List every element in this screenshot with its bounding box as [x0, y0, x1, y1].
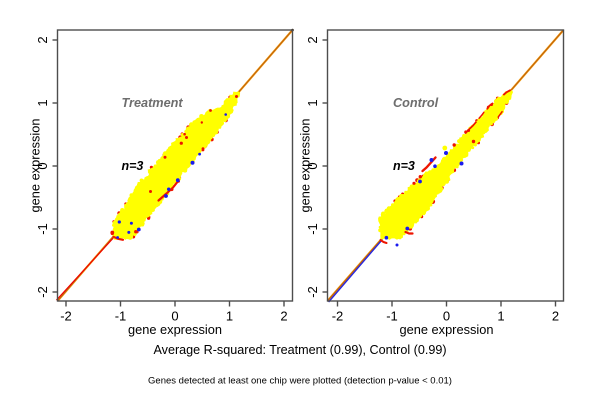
- svg-text:gene expression: gene expression: [128, 322, 222, 337]
- svg-text:2: 2: [35, 36, 50, 43]
- svg-text:Average R-squared: Treatment (: Average R-squared: Treatment (0.99), Con…: [153, 343, 446, 357]
- svg-text:-1: -1: [386, 309, 398, 324]
- svg-text:0: 0: [305, 162, 320, 169]
- svg-text:-2: -2: [60, 309, 72, 324]
- svg-text:n=3: n=3: [122, 159, 144, 173]
- svg-text:2: 2: [280, 309, 287, 324]
- svg-text:1: 1: [35, 99, 50, 106]
- svg-text:Treatment: Treatment: [122, 96, 184, 110]
- svg-text:0: 0: [443, 309, 450, 324]
- svg-text:0: 0: [171, 309, 178, 324]
- svg-text:1: 1: [497, 309, 504, 324]
- svg-text:1: 1: [226, 309, 233, 324]
- svg-text:-2: -2: [305, 286, 320, 298]
- svg-text:-2: -2: [35, 286, 50, 298]
- svg-text:-1: -1: [115, 309, 127, 324]
- svg-text:1: 1: [305, 99, 320, 106]
- svg-text:2: 2: [305, 36, 320, 43]
- svg-text:gene expression: gene expression: [28, 119, 43, 213]
- svg-text:-1: -1: [305, 223, 320, 235]
- svg-text:-2: -2: [332, 309, 344, 324]
- svg-text:-1: -1: [35, 223, 50, 235]
- svg-text:2: 2: [552, 309, 559, 324]
- svg-text:gene expression: gene expression: [400, 322, 494, 337]
- svg-text:Control: Control: [393, 96, 439, 110]
- svg-text:n=3: n=3: [393, 159, 415, 173]
- svg-text:0: 0: [35, 162, 50, 169]
- svg-text:gene expression: gene expression: [298, 119, 313, 213]
- svg-text:Genes detected at least one ch: Genes detected at least one chip were pl…: [148, 375, 452, 386]
